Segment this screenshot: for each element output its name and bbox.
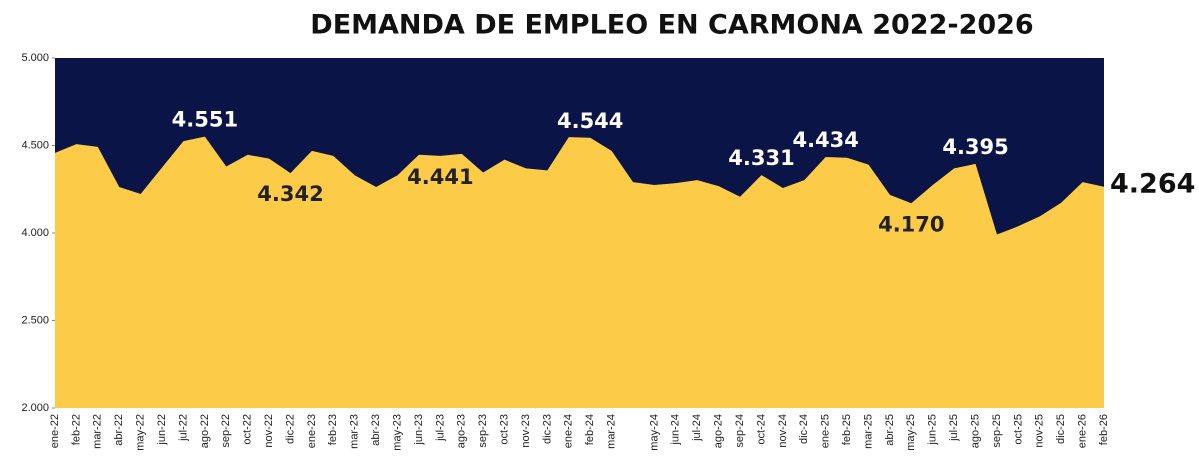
x-tick-label: dic-25 <box>1055 414 1067 444</box>
x-tick-label: mar-22 <box>92 414 104 449</box>
x-tick-label: dic-23 <box>541 414 553 444</box>
x-tick-label: may-24 <box>648 414 660 451</box>
value-label: 4.395 <box>942 135 1008 159</box>
x-tick-label: nov-23 <box>520 414 532 448</box>
x-tick-label: jul-23 <box>434 414 446 442</box>
x-tick-label: nov-24 <box>777 414 789 448</box>
x-tick-label: oct-22 <box>242 414 254 445</box>
x-tick-label: may-25 <box>905 414 917 451</box>
x-tick-label: sep-23 <box>477 414 489 448</box>
x-tick-label: sep-24 <box>734 414 746 448</box>
x-tick-label: ago-25 <box>969 414 981 448</box>
x-tick-label: feb-24 <box>584 414 596 445</box>
value-label: 4.342 <box>257 182 323 206</box>
x-tick-label: feb-22 <box>70 414 82 445</box>
x-tick-label: feb-26 <box>1098 414 1110 445</box>
x-tick-label: mar-24 <box>606 414 618 449</box>
x-tick-label: may-23 <box>391 414 403 451</box>
x-tick-label: ene-24 <box>563 414 575 448</box>
x-tick-label: ene-25 <box>820 414 832 448</box>
x-tick-label: sep-25 <box>991 414 1003 448</box>
value-label: 4.331 <box>728 146 794 170</box>
x-tick-label: feb-23 <box>327 414 339 445</box>
x-tick-label: oct-24 <box>755 414 767 445</box>
x-tick-label: oct-25 <box>1012 414 1024 445</box>
value-label: 4.441 <box>407 165 473 189</box>
x-tick-label: mar-25 <box>862 414 874 449</box>
x-tick-label: nov-25 <box>1034 414 1046 448</box>
value-label: 4.551 <box>172 108 238 132</box>
y-tick-label: 4.000 <box>21 227 49 239</box>
x-tick-label: jun-22 <box>156 414 168 446</box>
area <box>55 136 1104 408</box>
x-tick-label: may-22 <box>135 414 147 451</box>
x-tick-label: jun-23 <box>413 414 425 446</box>
value-label: 4.170 <box>878 212 944 236</box>
x-tick-label: jul-25 <box>948 414 960 442</box>
x-tick-label: abr-25 <box>884 414 896 446</box>
x-tick-label: oct-23 <box>498 414 510 445</box>
x-tick-label: ago-22 <box>199 414 211 448</box>
x-tick-label: ago-24 <box>713 414 725 448</box>
value-label: 4.264 <box>1110 168 1195 199</box>
x-tick-label: mar-23 <box>349 414 361 449</box>
x-tick-label: dic-24 <box>798 414 810 444</box>
y-tick-label: 2.500 <box>21 314 49 326</box>
x-tick-label: ene-22 <box>49 414 61 448</box>
x-tick-label: ago-23 <box>456 414 468 448</box>
x-tick-label: ene-26 <box>1076 414 1088 448</box>
x-tick-label: sep-22 <box>220 414 232 448</box>
y-tick-label: 2.000 <box>21 402 49 414</box>
x-tick-label: nov-22 <box>263 414 275 448</box>
value-label: 4.434 <box>792 128 858 152</box>
x-tick-label: dic-22 <box>284 414 296 444</box>
x-tick-label: jun-24 <box>670 414 682 446</box>
x-tick-label: jul-24 <box>691 414 703 442</box>
value-label: 4.544 <box>557 109 623 133</box>
x-tick-label: feb-25 <box>841 414 853 445</box>
x-tick-label: ene-23 <box>306 414 318 448</box>
x-tick-label: abr-23 <box>370 414 382 446</box>
x-tick-label: jul-22 <box>177 414 189 442</box>
chart-title: DEMANDA DE EMPLEO EN CARMONA 2022-2026 <box>310 10 1033 41</box>
x-tick-label: jun-25 <box>927 414 939 446</box>
y-tick-label: 4.500 <box>21 139 49 151</box>
x-tick-label: abr-22 <box>113 414 125 446</box>
y-tick-label: 5.000 <box>21 52 49 64</box>
